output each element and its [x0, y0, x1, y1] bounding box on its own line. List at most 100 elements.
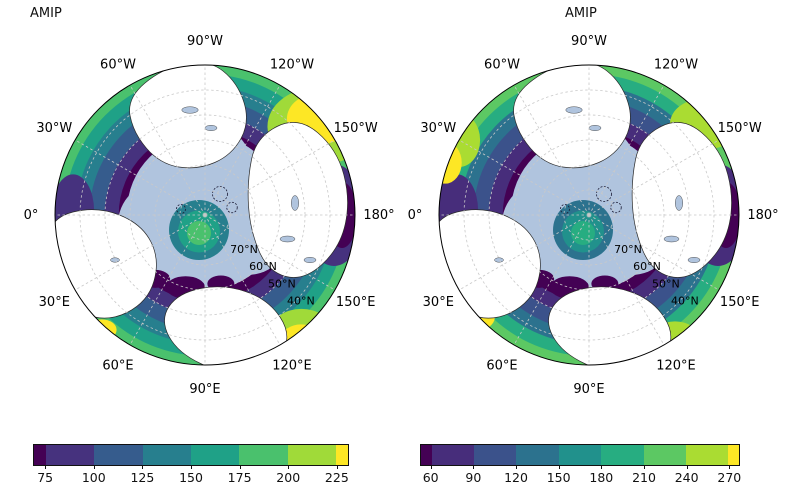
- lake: [663, 235, 680, 243]
- colorbar-tick-label: 100: [81, 470, 106, 485]
- lon-label: 60°W: [484, 57, 520, 72]
- lon-label: 30°E: [39, 295, 70, 310]
- colorbar-tick: [729, 465, 731, 469]
- island-coastline: [610, 201, 622, 214]
- lon-label: 150°E: [336, 295, 376, 310]
- lake: [204, 125, 218, 131]
- lon-label: 60°E: [102, 359, 133, 374]
- colorbar-segment: [34, 445, 47, 465]
- colorbar-segment: [728, 445, 739, 465]
- colorbar-tick: [430, 465, 432, 469]
- polar-map-right: 0° 30°W 60°W 90°W 120°W 150°W 180° 150°E 120°E 90…: [408, 34, 779, 397]
- colorbar-segment: [474, 445, 517, 465]
- high-value-patch: [86, 319, 117, 341]
- colorbar-tick: [516, 465, 517, 469]
- colorbar-tick-label: 225: [324, 470, 349, 485]
- lon-label: 30°W: [420, 121, 456, 136]
- colorbar-segment: [46, 445, 95, 465]
- panel-title-left: AMIP: [30, 6, 62, 21]
- island-coastline: [560, 204, 570, 214]
- map-fill-layers: [55, 65, 355, 365]
- colorbar-segment: [287, 445, 336, 465]
- colorbar-tick: [45, 465, 47, 469]
- colorbar-tick: [686, 465, 688, 469]
- lat-label: 50°N: [268, 277, 296, 290]
- colorbar-tick: [644, 465, 645, 469]
- colorbar-segment: [421, 445, 432, 465]
- colorbar-tick-label: 120: [504, 470, 528, 485]
- lon-label: 180°: [363, 208, 394, 223]
- island-coastline: [226, 201, 238, 214]
- lon-label: 90°W: [187, 34, 223, 49]
- lat-label: 70°N: [230, 243, 258, 256]
- colorbar-tick-label: 150: [546, 470, 571, 485]
- map-boundary: [438, 64, 740, 366]
- lon-label: 180°: [747, 208, 778, 223]
- lake: [110, 257, 120, 263]
- lake: [291, 195, 299, 211]
- colorbar-segment: [142, 445, 191, 465]
- colorbar-bar: [33, 444, 349, 466]
- island-coastline: [596, 186, 612, 202]
- colorbar-tick-label: 175: [227, 470, 252, 485]
- colorbar-tick: [336, 465, 338, 469]
- graticule: [439, 65, 739, 365]
- high-value-patch: [281, 324, 321, 352]
- colorbar-left: 75 100 125 150 175 200 225: [33, 444, 349, 490]
- lat-label: 60°N: [633, 260, 661, 273]
- colorbar-segment: [191, 445, 240, 465]
- colorbar-tick: [473, 465, 475, 469]
- lat-label: 40°N: [671, 294, 699, 307]
- colorbar-segment: [686, 445, 729, 465]
- lon-label: 120°E: [272, 359, 312, 374]
- colorbar-segment: [643, 445, 686, 465]
- lake: [303, 257, 317, 263]
- colorbar-tick: [142, 465, 144, 469]
- colorbar-tick-label: 210: [632, 470, 656, 485]
- colorbar-tick-label: 200: [276, 470, 301, 485]
- colorbar-segment: [558, 445, 602, 465]
- lon-label: 0°: [24, 208, 39, 223]
- graticule: [55, 65, 355, 365]
- colorbar-segment: [94, 445, 143, 465]
- lon-label: 120°E: [656, 359, 696, 374]
- polar-map-left: 0° 30°W 60°W 90°W 120°W 150°W 180° 150°E 120°E 90…: [24, 34, 395, 397]
- colorbar-tick: [601, 465, 603, 469]
- lake: [279, 235, 296, 243]
- colorbar-tick-label: 90: [465, 470, 482, 485]
- lon-label: 60°W: [100, 57, 136, 72]
- lon-label: 120°W: [270, 57, 314, 72]
- colorbar-tick: [558, 465, 560, 469]
- colorbar-segment: [601, 445, 644, 465]
- lake: [687, 257, 701, 263]
- colorbar-segment: [239, 445, 288, 465]
- lat-label: 60°N: [249, 260, 277, 273]
- lon-label: 150°W: [718, 121, 762, 136]
- colorbar-tick-label: 180: [589, 470, 614, 485]
- colorbar-right: 60 90 120 150 180 210 240 270: [420, 444, 742, 490]
- colorbar-tick-label: 150: [179, 470, 203, 485]
- colorbar-tick: [93, 465, 95, 469]
- colorbar-segment: [335, 445, 348, 465]
- colorbar-tick-label: 75: [37, 470, 54, 485]
- colorbar-tick-label: 270: [717, 470, 742, 485]
- lat-label: 50°N: [652, 277, 680, 290]
- lake: [675, 195, 683, 211]
- lon-label: 30°E: [423, 295, 454, 310]
- lon-label: 120°W: [654, 57, 698, 72]
- panel-title-right: AMIP: [565, 6, 597, 21]
- lon-label: 90°E: [189, 382, 220, 397]
- map-fill-layers: [439, 65, 739, 365]
- lake: [565, 106, 583, 114]
- colorbar-tick-label: 125: [130, 470, 155, 485]
- colorbar-bar: [420, 444, 740, 466]
- colorbar-tick: [191, 465, 192, 469]
- high-value-patch: [439, 141, 462, 184]
- lon-label: 150°W: [334, 121, 378, 136]
- island-coastline: [212, 186, 228, 202]
- colorbar-segment: [516, 445, 559, 465]
- map-boundary: [54, 64, 356, 366]
- colorbar-tick: [288, 465, 290, 469]
- colorbar-tick-label: 240: [674, 470, 699, 485]
